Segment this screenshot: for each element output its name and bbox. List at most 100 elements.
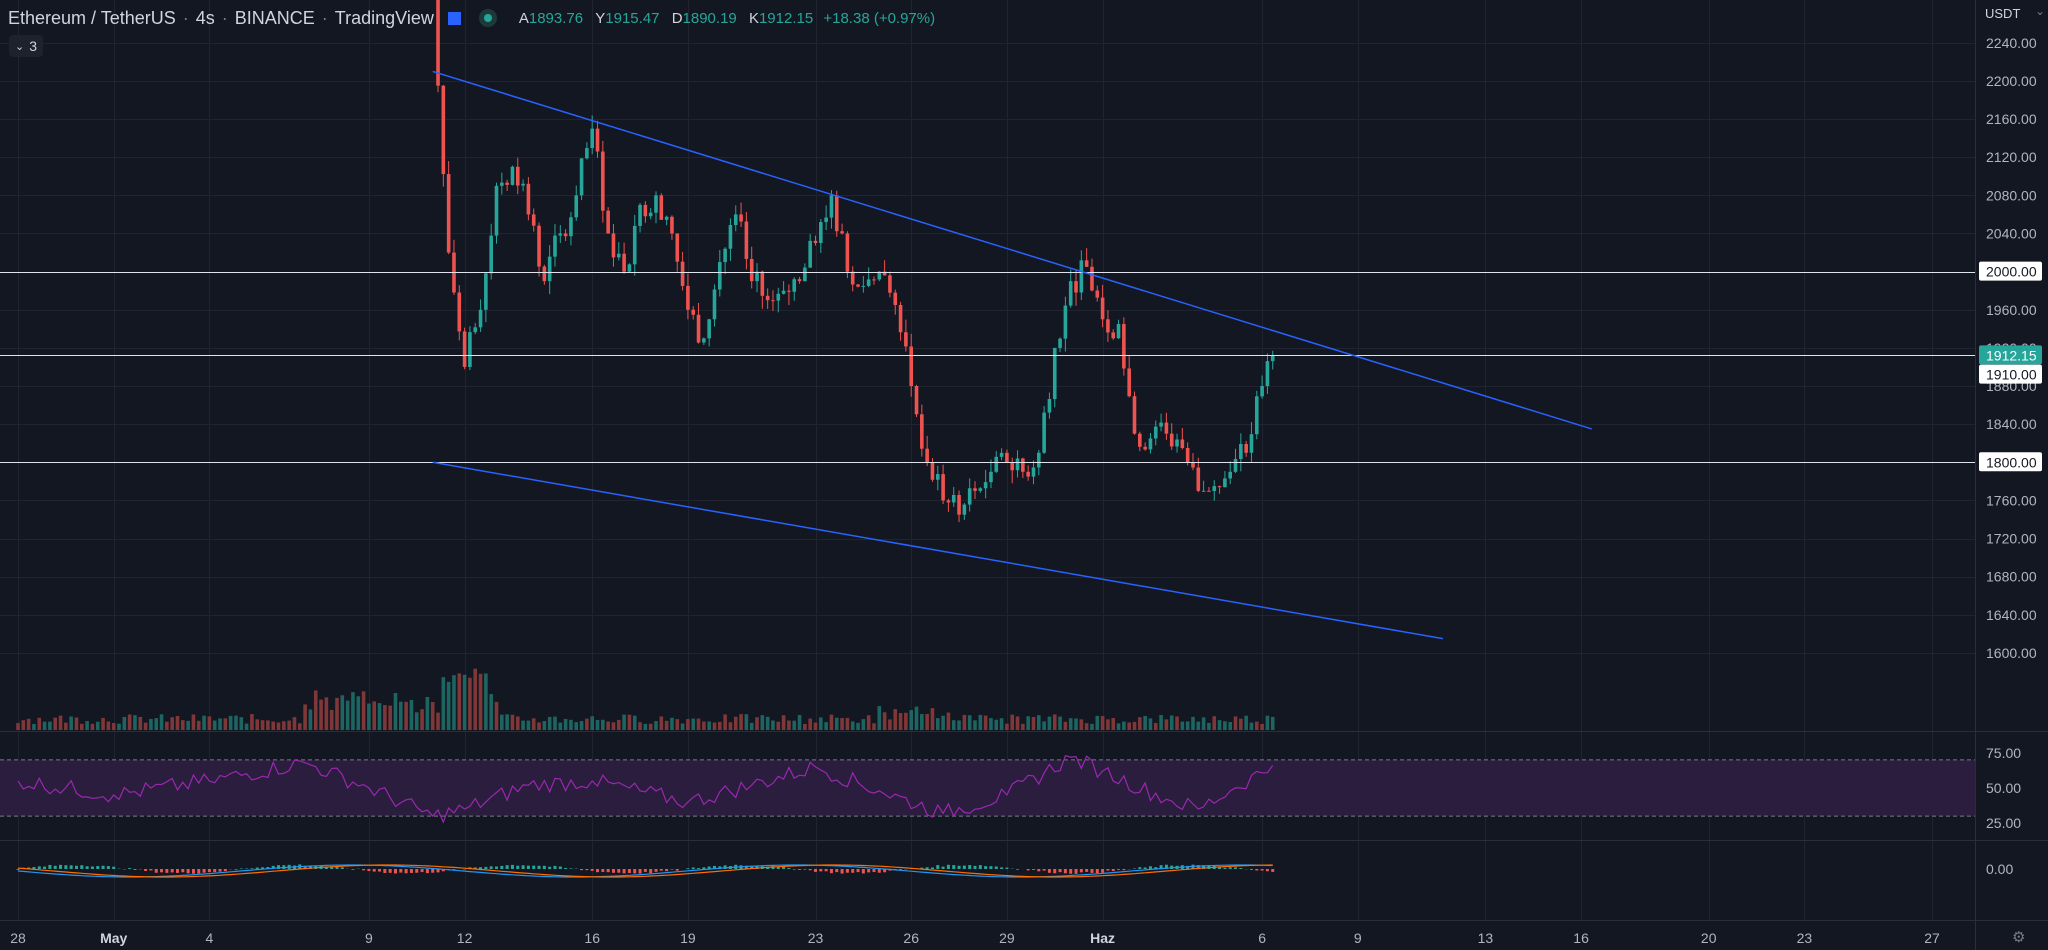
volume-bar — [441, 677, 446, 730]
candle-body — [547, 256, 552, 282]
candle-body — [590, 128, 594, 149]
volume-bar — [733, 716, 738, 730]
candle-body — [866, 279, 871, 286]
volume-bar — [574, 722, 579, 730]
volume-bar — [553, 716, 557, 730]
gear-icon[interactable]: ⚙ — [2012, 929, 2026, 946]
price-tag-label: 1800.00 — [1986, 454, 2037, 470]
indicator-count: 3 — [29, 38, 37, 54]
macd-bar — [303, 865, 307, 869]
candle-body — [1042, 412, 1046, 453]
volume-bar — [313, 690, 318, 730]
volume-bar — [1106, 719, 1110, 730]
volume-bar — [935, 718, 940, 730]
chevron-down-icon[interactable]: ⌄ — [2035, 4, 2046, 18]
candle-body — [686, 285, 690, 310]
macd-bar — [835, 869, 839, 873]
macd-bar — [744, 865, 748, 869]
candle-body — [925, 448, 929, 463]
volume-bar — [1239, 718, 1243, 730]
macd-bar — [649, 869, 653, 874]
macd-bar — [436, 869, 440, 873]
volume-bar — [691, 718, 696, 730]
macd-bar — [899, 869, 903, 870]
candle-body — [622, 253, 626, 272]
price-tick-label: 2200.00 — [1986, 73, 2037, 89]
volume-bar — [42, 721, 47, 730]
macd-bar — [596, 869, 600, 873]
volume-bar — [585, 718, 589, 730]
volume-bar — [537, 722, 541, 730]
candle-body — [930, 462, 935, 480]
volume-bar — [728, 722, 733, 730]
macd-bar — [431, 869, 435, 873]
candle-body — [983, 482, 988, 489]
volume-bar — [930, 708, 935, 730]
candle-body — [1138, 433, 1142, 447]
macd-bar — [989, 866, 993, 869]
candle-body — [898, 304, 903, 333]
candle-body — [510, 166, 515, 185]
indicators-collapse-button[interactable]: ⌄ 3 — [9, 35, 43, 57]
macd-bar — [633, 869, 637, 874]
volume-bar — [1122, 721, 1126, 730]
ohlc-values: A1893.76 Y1915.47 D1890.19 K1912.15 +18.… — [518, 9, 936, 27]
macd-bar — [1111, 869, 1115, 872]
flag-icon[interactable] — [447, 11, 461, 25]
candle-body — [670, 216, 674, 234]
volume-bar — [202, 715, 206, 730]
volume-bar — [521, 720, 525, 730]
candle-body — [531, 214, 536, 226]
currency-label[interactable]: USDT — [1985, 6, 2021, 21]
candle-body — [1021, 458, 1025, 472]
volume-bar — [21, 720, 26, 730]
candle-body — [1132, 396, 1137, 434]
volume-bar — [16, 723, 20, 730]
volume-bar — [138, 716, 143, 730]
macd-bar — [16, 869, 20, 870]
candle-body — [1207, 490, 1211, 492]
symbol-title[interactable]: Ethereum / TetherUS — [8, 7, 176, 28]
volume-bars — [16, 668, 1275, 730]
candle-body — [1116, 324, 1121, 339]
volume-bar — [212, 720, 217, 730]
candle-body — [920, 414, 924, 449]
volume-bar — [1260, 723, 1264, 730]
volume-bar — [1074, 718, 1078, 730]
candle-body — [1084, 260, 1089, 267]
time-tick-label: 9 — [365, 930, 373, 946]
macd-bar — [617, 869, 621, 873]
macd-bar — [1058, 869, 1062, 873]
volume-bar — [207, 716, 212, 730]
volume-bar — [638, 722, 642, 730]
volume-bar — [1068, 718, 1073, 730]
volume-bar — [744, 714, 749, 730]
volume-bar — [983, 715, 988, 730]
interval-label[interactable]: 4s — [195, 7, 215, 28]
volume-bar — [383, 705, 387, 730]
candle-body — [957, 494, 961, 515]
candle-body — [473, 327, 478, 333]
macd-tick-label: 0.00 — [1986, 861, 2013, 877]
time-tick-label: Haz — [1090, 930, 1115, 946]
candle-body — [1127, 368, 1131, 397]
candle-body — [744, 221, 749, 259]
eye-icon[interactable] — [478, 9, 497, 27]
candle-body — [1026, 471, 1030, 477]
volume-bar — [1185, 721, 1190, 730]
macd-bar — [335, 866, 339, 869]
macd-bar — [819, 869, 823, 872]
candle-body — [643, 204, 648, 217]
volume-bar — [914, 706, 919, 730]
volume-bar — [1175, 716, 1179, 730]
volume-bar — [436, 712, 440, 730]
macd-bar — [803, 869, 807, 870]
volume-bar — [1084, 723, 1089, 730]
macd-bar — [1122, 869, 1126, 871]
candle-body — [1143, 446, 1147, 450]
volume-bar — [48, 721, 52, 730]
candle-body — [856, 284, 860, 287]
macd-bar — [324, 866, 328, 869]
macd-bar — [452, 869, 456, 870]
